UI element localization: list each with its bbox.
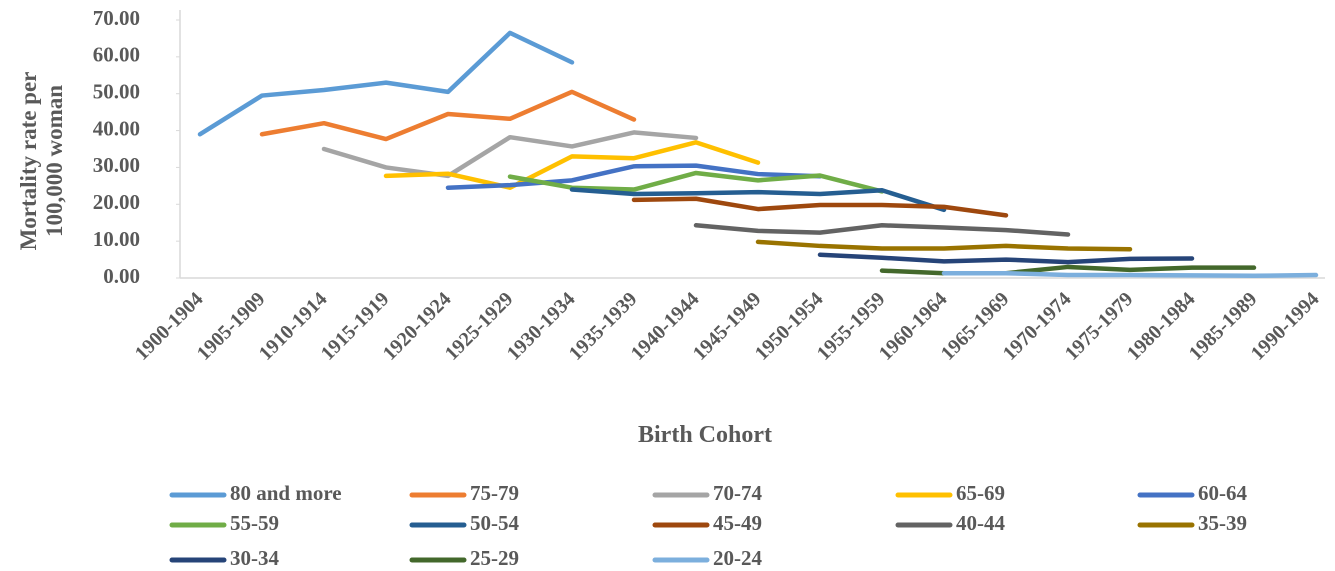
series-line (321, 130, 699, 179)
y-tick-label: 30.00 (93, 153, 140, 177)
legend-label: 45-49 (713, 511, 762, 535)
y-tick-label: 20.00 (93, 190, 140, 214)
legend-label: 80 and more (230, 481, 342, 505)
series-line (693, 223, 1071, 237)
y-tick-label: 10.00 (93, 227, 140, 251)
series-line (631, 196, 1009, 218)
legend-label: 70-74 (713, 481, 762, 505)
series-line (197, 30, 575, 137)
legend-label: 75-79 (470, 481, 519, 505)
series-line (259, 89, 637, 142)
x-tick-label: 1990-1994 (1247, 288, 1324, 365)
series-line (879, 264, 1257, 276)
series-line (941, 270, 1319, 279)
legend-label: 25-29 (470, 546, 519, 570)
legend-label: 30-34 (230, 546, 279, 570)
y-tick-label: 40.00 (93, 116, 140, 140)
legend-label: 40-44 (956, 511, 1005, 535)
legend-label: 20-24 (713, 546, 762, 570)
y-tick-label: 70.00 (93, 6, 140, 30)
series-line (445, 163, 823, 190)
y-axis-title: Mortality rate per 100,000 woman (16, 71, 67, 251)
y-tick-label: 50.00 (93, 80, 140, 104)
y-tick-label: 0.00 (103, 264, 140, 288)
series-line (817, 252, 1195, 265)
legend-label: 35-39 (1198, 511, 1247, 535)
series-line (755, 239, 1133, 252)
legend-label: 55-59 (230, 511, 279, 535)
y-tick-label: 60.00 (93, 43, 140, 67)
legend-label: 60-64 (1198, 481, 1247, 505)
x-axis-title: Birth Cohort (638, 422, 772, 448)
legend-label: 50-54 (470, 511, 519, 535)
series-line (383, 140, 761, 190)
legend-label: 65-69 (956, 481, 1005, 505)
series-line (569, 187, 947, 213)
